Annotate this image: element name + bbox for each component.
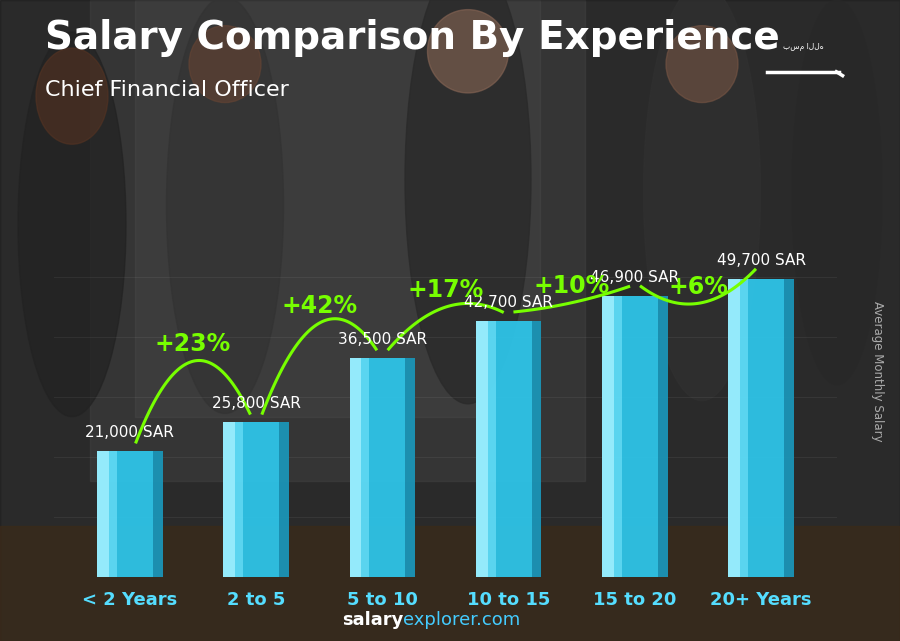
- Bar: [602, 296, 614, 577]
- Bar: [235, 422, 243, 577]
- Text: 25,800 SAR: 25,800 SAR: [212, 396, 301, 412]
- Bar: [728, 279, 794, 577]
- Text: +23%: +23%: [155, 333, 231, 356]
- Text: 21,000 SAR: 21,000 SAR: [86, 425, 175, 440]
- Bar: [97, 451, 163, 577]
- Ellipse shape: [189, 26, 261, 103]
- Text: 42,700 SAR: 42,700 SAR: [464, 295, 554, 310]
- Text: +42%: +42%: [281, 294, 357, 319]
- Text: Chief Financial Officer: Chief Financial Officer: [45, 80, 289, 100]
- Bar: [740, 279, 748, 577]
- Bar: [97, 451, 109, 577]
- Bar: [476, 321, 542, 577]
- Bar: [279, 422, 289, 577]
- Ellipse shape: [644, 0, 760, 401]
- Text: explorer.com: explorer.com: [403, 612, 520, 629]
- Ellipse shape: [18, 32, 126, 417]
- Bar: [405, 358, 415, 577]
- Text: +17%: +17%: [408, 278, 483, 303]
- Bar: [223, 422, 289, 577]
- Bar: [476, 321, 488, 577]
- Bar: [135, 0, 540, 417]
- Bar: [361, 358, 369, 577]
- Bar: [784, 279, 794, 577]
- Bar: [349, 358, 415, 577]
- Text: Average Monthly Salary: Average Monthly Salary: [871, 301, 884, 442]
- Text: 49,700 SAR: 49,700 SAR: [716, 253, 806, 268]
- Ellipse shape: [36, 48, 108, 144]
- Bar: [223, 422, 235, 577]
- Ellipse shape: [792, 0, 882, 385]
- Ellipse shape: [166, 0, 284, 413]
- Text: Salary Comparison By Experience: Salary Comparison By Experience: [45, 19, 779, 57]
- Bar: [90, 0, 585, 481]
- Bar: [532, 321, 542, 577]
- Bar: [488, 321, 496, 577]
- Text: salary: salary: [342, 612, 403, 629]
- Bar: [658, 296, 668, 577]
- Text: +10%: +10%: [534, 274, 610, 298]
- Bar: [349, 358, 361, 577]
- Bar: [602, 296, 668, 577]
- Bar: [614, 296, 622, 577]
- Bar: [728, 279, 740, 577]
- Bar: [153, 451, 163, 577]
- Bar: [0, 526, 900, 641]
- Text: 46,900 SAR: 46,900 SAR: [590, 270, 680, 285]
- Text: 36,500 SAR: 36,500 SAR: [338, 332, 427, 347]
- Ellipse shape: [428, 10, 508, 93]
- Ellipse shape: [666, 26, 738, 103]
- Text: بسم الله: بسم الله: [783, 42, 824, 51]
- Ellipse shape: [405, 0, 531, 404]
- Text: +6%: +6%: [668, 274, 728, 299]
- Bar: [109, 451, 117, 577]
